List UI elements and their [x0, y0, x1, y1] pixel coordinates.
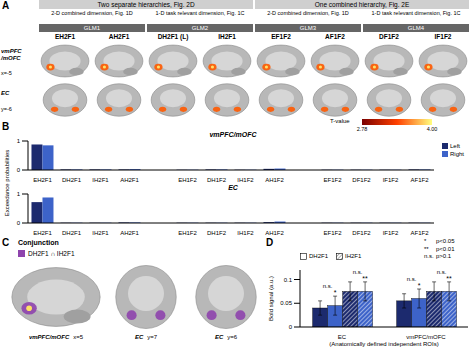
html-text:AF1F2: AF1F2	[325, 33, 345, 40]
svg-text:0.1: 0.1	[284, 277, 293, 283]
html-text:EC: EC	[134, 334, 144, 340]
svg-text:(Anatomically defined independ: (Anatomically defined independent ROIs)	[329, 341, 438, 347]
html-text:EF1F2: EF1F2	[271, 33, 291, 40]
html-text:y=6: y=6	[227, 334, 238, 340]
svg-text:DH1F2: DH1F2	[207, 230, 227, 235]
html-text:A: A	[2, 0, 10, 11]
svg-text:**: **	[446, 275, 452, 282]
svg-text:AF1F2: AF1F2	[410, 230, 429, 235]
svg-text:*: *	[418, 282, 421, 289]
svg-text:IH1F2: IH1F2	[237, 230, 254, 235]
html-text:B: B	[2, 121, 10, 132]
svg-text:vmPFC/mOFC: vmPFC/mOFC	[406, 334, 446, 340]
svg-text:IH2F1: IH2F1	[92, 230, 109, 235]
svg-text:*: *	[334, 289, 337, 296]
html-text:EC: EC	[228, 184, 238, 191]
svg-text:EF1F2: EF1F2	[323, 177, 342, 182]
html-text:GLM2: GLM2	[191, 25, 209, 31]
svg-text:EH2F1: EH2F1	[33, 230, 52, 235]
svg-text:EH2F1: EH2F1	[33, 177, 52, 182]
svg-text:AH1F2: AH1F2	[265, 230, 284, 235]
svg-text:EH1F2: EH1F2	[178, 177, 197, 182]
html-text:1-D task relevant dimension, F: 1-D task relevant dimension, Fig. 1C	[155, 10, 245, 16]
svg-text:**: **	[362, 275, 368, 282]
html-text:2-D combined dimension, Fig. 1: 2-D combined dimension, Fig. 1D	[51, 10, 133, 16]
svg-text:EH1F2: EH1F2	[178, 230, 197, 235]
html-text:D: D	[266, 237, 274, 248]
html-text:IH2F1: IH2F1	[218, 33, 236, 40]
html-text:p<0.01: p<0.01	[436, 245, 455, 252]
svg-text:IF1F2: IF1F2	[383, 230, 399, 235]
html-text:Conjunction: Conjunction	[18, 239, 59, 246]
html-text:GLM1: GLM1	[83, 25, 101, 31]
html-text:1-D task relevant dimension, F: 1-D task relevant dimension, Fig. 1C	[371, 10, 461, 16]
svg-text:Bold signal (a.u.): Bold signal (a.u.)	[268, 276, 274, 321]
html-text:One combined hierarchy, Fig. 2: One combined hierarchy, Fig. 2E	[314, 1, 410, 8]
svg-text:DH2F1: DH2F1	[62, 177, 82, 182]
svg-text:EC: EC	[338, 334, 347, 340]
html-text:x=5: x=5	[73, 334, 84, 340]
svg-text:AH2F1: AH2F1	[120, 230, 139, 235]
svg-text:DF1F2: DF1F2	[352, 177, 371, 182]
html-text:4.00: 4.00	[426, 126, 438, 132]
html-text:vmPFC /mOFC: vmPFC /mOFC	[1, 48, 22, 61]
svg-text:0.05: 0.05	[280, 300, 292, 306]
svg-text:IH2F1: IH2F1	[92, 177, 109, 182]
html-text:y=-6: y=-6	[1, 106, 12, 112]
html-text:DF1F2: DF1F2	[379, 33, 399, 40]
html-text:Two separate hierarchies, Fig.: Two separate hierarchies, Fig. 2D	[97, 1, 195, 8]
svg-text:EF1F2: EF1F2	[323, 230, 342, 235]
svg-text:IH1F2: IH1F2	[237, 177, 254, 182]
svg-text:0: 0	[17, 220, 21, 226]
html-text:IH2F1: IH2F1	[345, 253, 362, 259]
html-text:x=-5: x=-5	[1, 70, 12, 76]
svg-text:n.s.: n.s.	[353, 270, 363, 275]
svg-text:DH1F2: DH1F2	[207, 177, 227, 182]
html-text:T-value: T-value	[330, 118, 350, 124]
html-text:EH2F1: EH2F1	[54, 33, 76, 40]
svg-text:IF1F2: IF1F2	[383, 177, 399, 182]
svg-text:1: 1	[17, 138, 21, 144]
html-text:2-D combined dimension, Fig. 1: 2-D combined dimension, Fig. 1D	[267, 10, 349, 16]
html-text:vmPFC/mOFC: vmPFC/mOFC	[28, 334, 70, 340]
svg-text:AH2F1: AH2F1	[120, 177, 139, 182]
html-text:AH2F1: AH2F1	[108, 33, 130, 40]
svg-text:AF1F2: AF1F2	[410, 177, 429, 182]
html-text:n.s. p>0.1: n.s. p>0.1	[424, 253, 452, 259]
html-text:y=7: y=7	[147, 334, 158, 340]
html-text:GLM4: GLM4	[407, 25, 425, 31]
html-text:EC: EC	[1, 90, 10, 96]
html-text:C: C	[2, 237, 10, 248]
html-text:Right: Right	[450, 151, 464, 157]
html-text:GLM3: GLM3	[299, 25, 317, 31]
svg-text:0: 0	[289, 324, 293, 330]
html-text:EC: EC	[214, 334, 224, 340]
html-text:DH2F1: DH2F1	[309, 253, 328, 259]
html-text:p<0.05: p<0.05	[436, 238, 455, 244]
html-text:Exceedance probabilities: Exceedance probabilities	[4, 149, 10, 217]
html-text:Left: Left	[450, 143, 460, 149]
html-text:vmPFC/mOFC: vmPFC/mOFC	[209, 131, 257, 138]
html-text:IF1F2: IF1F2	[434, 33, 452, 40]
html-text:DH2F1 ∩ IH2F1: DH2F1 ∩ IH2F1	[28, 250, 75, 257]
svg-text:AH1F2: AH1F2	[265, 177, 284, 182]
svg-text:n.s.: n.s.	[407, 276, 417, 282]
svg-text:n.s.: n.s.	[437, 270, 447, 275]
html-text:DH2F1 (L): DH2F1 (L)	[157, 33, 189, 40]
svg-text:1: 1	[17, 191, 21, 197]
svg-text:n.s.: n.s.	[323, 283, 333, 289]
svg-text:DH2F1: DH2F1	[62, 230, 82, 235]
svg-text:DF1F2: DF1F2	[352, 230, 371, 235]
html-text:2.78: 2.78	[356, 126, 368, 132]
svg-text:0: 0	[17, 167, 21, 173]
